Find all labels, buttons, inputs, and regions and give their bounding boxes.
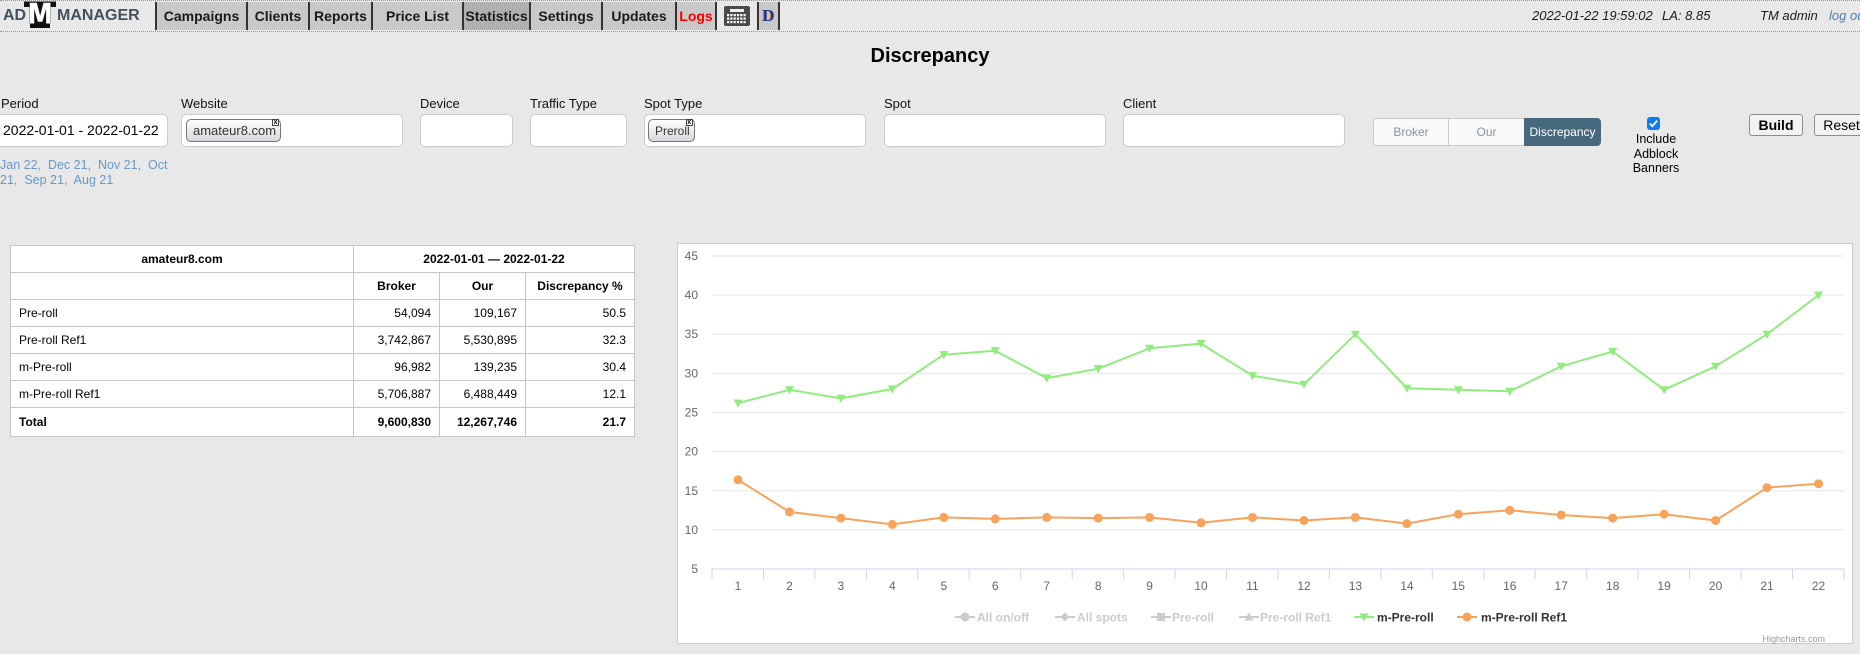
svg-text:14: 14 <box>1400 579 1414 593</box>
svg-text:All spots: All spots <box>1077 611 1128 625</box>
svg-text:1: 1 <box>735 579 742 593</box>
svg-text:2: 2 <box>786 579 793 593</box>
svg-text:22: 22 <box>1812 579 1826 593</box>
svg-text:30: 30 <box>685 366 699 380</box>
svg-text:4: 4 <box>889 579 896 593</box>
svg-text:25: 25 <box>685 406 699 420</box>
svg-text:m-Pre-roll Ref1: m-Pre-roll Ref1 <box>1481 611 1567 625</box>
svg-text:13: 13 <box>1349 579 1363 593</box>
svg-text:Pre-roll Ref1: Pre-roll Ref1 <box>1260 611 1332 625</box>
svg-text:16: 16 <box>1503 579 1517 593</box>
svg-text:3: 3 <box>838 579 845 593</box>
svg-text:15: 15 <box>685 484 699 498</box>
svg-text:10: 10 <box>1194 579 1208 593</box>
svg-text:m-Pre-roll: m-Pre-roll <box>1377 611 1434 625</box>
svg-text:8: 8 <box>1095 579 1102 593</box>
svg-text:15: 15 <box>1452 579 1466 593</box>
svg-text:18: 18 <box>1606 579 1620 593</box>
svg-text:All on/off: All on/off <box>977 611 1030 625</box>
svg-text:10: 10 <box>685 523 699 537</box>
svg-text:35: 35 <box>685 327 699 341</box>
svg-text:20: 20 <box>685 445 699 459</box>
svg-text:17: 17 <box>1555 579 1569 593</box>
svg-text:5: 5 <box>691 562 698 576</box>
svg-text:7: 7 <box>1043 579 1050 593</box>
svg-text:6: 6 <box>992 579 999 593</box>
svg-text:21: 21 <box>1760 579 1774 593</box>
svg-text:45: 45 <box>685 249 699 263</box>
svg-text:40: 40 <box>685 288 699 302</box>
svg-text:5: 5 <box>940 579 947 593</box>
svg-text:9: 9 <box>1146 579 1153 593</box>
svg-text:19: 19 <box>1657 579 1671 593</box>
svg-text:Pre-roll: Pre-roll <box>1172 611 1214 625</box>
svg-text:20: 20 <box>1709 579 1723 593</box>
svg-text:12: 12 <box>1297 579 1311 593</box>
svg-text:11: 11 <box>1246 579 1259 593</box>
svg-text:Highcharts.com: Highcharts.com <box>1762 634 1825 644</box>
